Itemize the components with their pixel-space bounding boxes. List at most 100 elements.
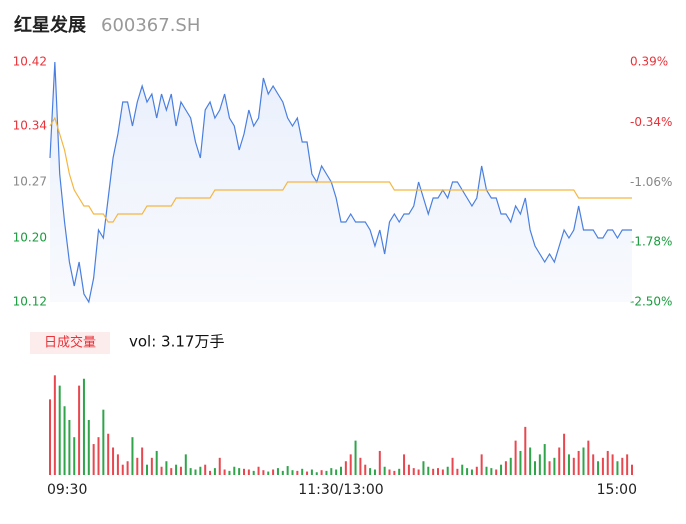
volume-bar (325, 470, 328, 475)
volume-bar (126, 461, 129, 475)
volume-tab-bg[interactable] (30, 332, 110, 354)
volume-bar (446, 466, 449, 475)
volume-bar (184, 454, 187, 475)
volume-bar (577, 450, 580, 475)
y-tick-label: 10.20 (13, 231, 47, 245)
chart-title: 红星发展 (14, 14, 87, 36)
volume-bar (606, 450, 609, 475)
volume-bar (194, 469, 197, 475)
volume-bar (97, 437, 100, 475)
volume-bar (417, 469, 420, 475)
volume-bar (92, 444, 95, 475)
volume-bar (306, 471, 309, 475)
volume-bar (131, 437, 134, 475)
volume-bar (82, 378, 85, 475)
volume-bar (218, 457, 221, 475)
volume-bar (500, 464, 503, 475)
volume-bar (369, 468, 372, 475)
volume-bar (383, 466, 386, 475)
volume-bar (631, 464, 633, 475)
y2-tick-label: -2.50% (630, 295, 672, 309)
volume-label: vol: 3.17万手 (129, 333, 224, 351)
y2-tick-label: -0.34% (630, 115, 672, 129)
volume-bar (87, 420, 90, 475)
volume-bar (204, 464, 207, 475)
volume-bar (179, 466, 182, 475)
volume-bar (238, 468, 241, 475)
volume-bar (475, 466, 478, 475)
volume-bar (373, 469, 376, 475)
volume-bar (567, 454, 570, 475)
volume-bar (524, 426, 527, 475)
volume-bar (485, 466, 488, 475)
volume-bar (272, 469, 275, 475)
volume-bar (165, 461, 168, 475)
volume-bar (626, 454, 629, 475)
volume-bar (514, 440, 517, 475)
volume-bar (121, 464, 124, 475)
volume-bar (213, 468, 216, 475)
volume-bar (116, 454, 119, 475)
volume-bar (422, 461, 425, 475)
y2-tick-label: -1.06% (630, 175, 672, 189)
volume-bar (252, 470, 255, 475)
volume-bar (543, 444, 546, 475)
volume-bar (276, 468, 279, 475)
volume-bar (407, 464, 410, 475)
volume-bar (63, 406, 66, 475)
volume-bar (141, 447, 144, 475)
volume-bar (563, 433, 566, 475)
volume-bar (199, 466, 202, 475)
volume-bar (286, 466, 289, 475)
volume-bar (330, 468, 333, 475)
volume-tab[interactable]: 日成交量 (44, 335, 96, 351)
volume-bar (456, 468, 459, 475)
y-tick-label: 10.42 (13, 55, 47, 69)
volume-bar (538, 454, 541, 475)
volume-bar (68, 420, 71, 475)
volume-bar (73, 437, 76, 475)
volume-bar (461, 464, 464, 475)
volume-bar (427, 466, 430, 475)
volume-bar (320, 470, 323, 475)
volume-bar (53, 375, 56, 475)
volume-bar (243, 468, 245, 475)
volume-bar (621, 457, 624, 475)
y-tick-label: 10.12 (13, 295, 47, 309)
volume-bar (480, 454, 483, 475)
volume-bar (466, 468, 469, 475)
volume-bar (519, 450, 522, 475)
volume-bar (112, 447, 115, 475)
volume-bar (150, 457, 153, 475)
volume-bar (388, 469, 391, 475)
y-tick-label: 10.27 (13, 175, 47, 189)
volume-bar (495, 469, 498, 475)
volume-bar (504, 461, 507, 475)
volume-bar (441, 469, 444, 475)
volume-bar (529, 447, 532, 475)
volume-bar (597, 461, 600, 475)
volume-bar (611, 454, 614, 475)
volume-bar (257, 466, 260, 475)
volume-bar (534, 461, 536, 475)
volume-bar (146, 464, 148, 475)
x-tick-label: 09:30 (47, 482, 87, 498)
volume-bar (228, 470, 231, 475)
price-line (49, 61, 632, 304)
volume-bar (572, 457, 575, 475)
volume-bar (267, 471, 270, 475)
volume-bar (354, 440, 357, 475)
volume-bar (509, 457, 512, 475)
volume-bar (437, 468, 439, 475)
volume-bar (209, 470, 212, 475)
volume-bar (315, 472, 318, 475)
volume-bar (601, 457, 604, 475)
volume-bar (155, 450, 158, 475)
x-tick-label: 15:00 (597, 482, 637, 498)
volume-bar (335, 469, 338, 475)
volume-bar (587, 440, 590, 475)
volume-bar (403, 454, 406, 475)
volume-bar (393, 470, 396, 475)
volume-bar (398, 468, 401, 475)
